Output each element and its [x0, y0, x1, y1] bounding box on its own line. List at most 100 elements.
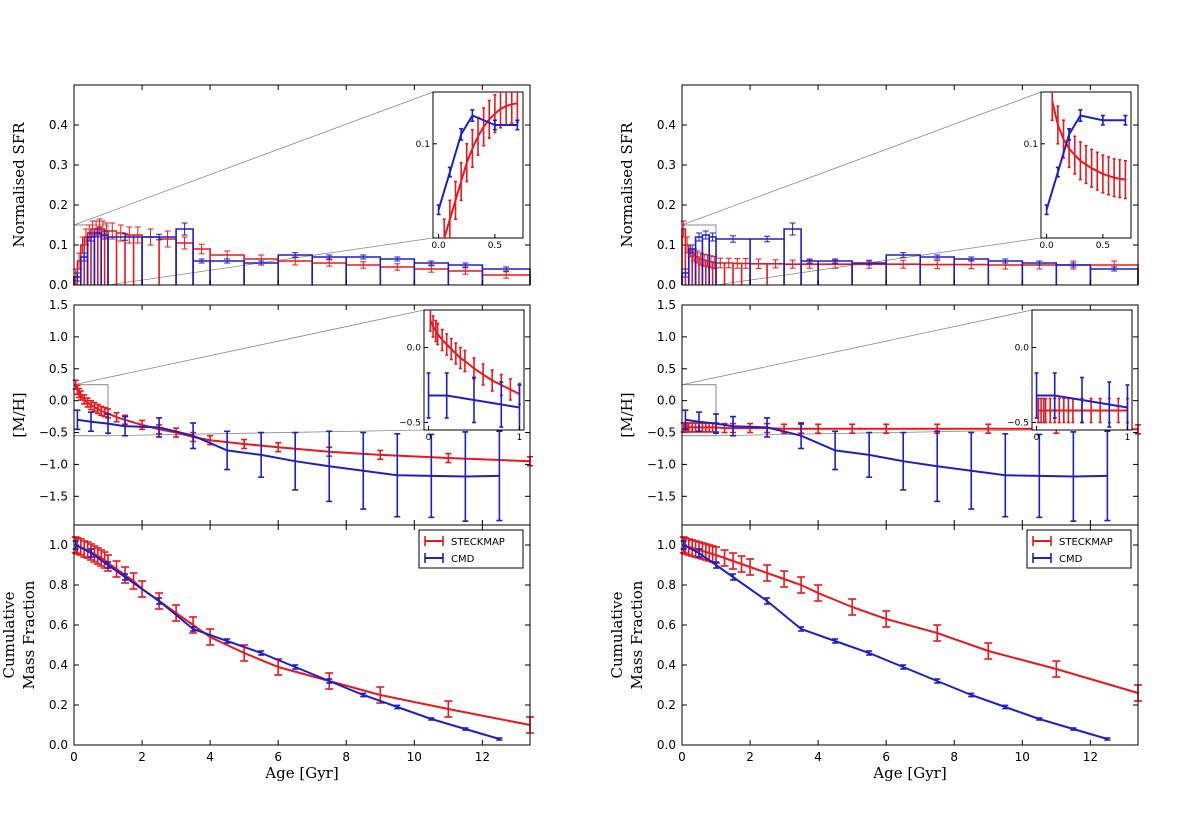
mh-ytick-label: 0.5 [49, 362, 68, 376]
mh-ytick-label: −1.5 [647, 489, 676, 503]
cmf-steckmap-line [683, 544, 1139, 694]
cmf-ylabel: Mass Fraction [628, 580, 646, 689]
legend-label: STECKMAP [1059, 537, 1113, 548]
cmf-panel: 0.0 0.2 0.4 0.6 0.8 1.0 0 2 4 6 8 10 12 Cumulative Mas… [608, 524, 1142, 764]
cmf-xtick-label: 0 [70, 750, 78, 764]
cmf-frame [681, 524, 1139, 746]
cmf-frame [73, 524, 531, 746]
sfr-inset-cmd-line [437, 114, 518, 210]
cmf-xtick-label: 12 [1083, 750, 1098, 764]
mh-inset: 0 1 0.0 −0.5 [1007, 309, 1133, 443]
cmf-panel: 0.0 0.2 0.4 0.6 0.8 1.0 0 2 4 6 8 10 12 Cumulative Mas… [0, 524, 534, 764]
mh-inset-xtick-label: 1 [1125, 433, 1131, 443]
mh-ytick-label: 0.0 [657, 394, 676, 408]
sfr-inset-xtick-label: 0.0 [1039, 241, 1054, 251]
sfr-frame [681, 84, 1139, 286]
sfr-inset-plot [436, 92, 520, 238]
mh-inset-xtick-label: 1 [517, 433, 523, 443]
cmf-ylabel: Mass Fraction [20, 580, 38, 689]
sfr-ytick-label: 0.2 [657, 198, 676, 212]
sfr-inset-xtick-label: 0.0 [431, 241, 446, 251]
legend-box [418, 529, 524, 569]
cmf-ytick-label: 0.8 [49, 578, 68, 592]
cmf-steckmap-line [75, 544, 531, 726]
chart-1: 0.0 0.1 0.2 0.3 0.4 0.0 0.5 0.1 Normalised SFR 1.… [0, 84, 534, 782]
legend-label: STECKMAP [451, 537, 505, 548]
sfr-inset-steckmap-line [443, 102, 518, 238]
cmf-ylabel: Cumulative [608, 591, 626, 678]
sfr-ytick-label: 0.0 [657, 278, 676, 292]
sfr-inset-frame [432, 91, 524, 239]
mh-zoom-connector [716, 429, 1033, 437]
cmf-xtick-label: 0 [678, 750, 686, 764]
mh-steckmap-line [683, 426, 1139, 431]
sfr-inset-steckmap-line [1051, 101, 1126, 181]
cmf-ylabel: Cumulative [0, 591, 18, 678]
sfr-ylabel: Normalised SFR [618, 122, 636, 248]
sfr-zoom-connector [681, 91, 1042, 226]
legend-label: CMD [1059, 554, 1083, 565]
sfr-inset-cmd-line [1045, 114, 1126, 210]
cmf-xtick-label: 2 [746, 750, 754, 764]
sfr-panel: 0.0 0.1 0.2 0.3 0.4 0.0 0.5 0.1 Normalised SFR [10, 84, 531, 292]
sfr-panel: 0.0 0.1 0.2 0.3 0.4 0.0 0.5 0.1 Normalised SFR [618, 84, 1139, 292]
sfr-ytick-label: 0.4 [49, 118, 68, 132]
mh-ytick-label: 1.5 [49, 298, 68, 312]
sfr-ytick-label: 0.3 [657, 158, 676, 172]
mh-panel: 1.5 1.0 0.5 0.0 −0.5 −1.0 −1.5 0 1 0.0 −0.5 [M/H] [618, 298, 1141, 526]
mh-ytick-label: −1.5 [39, 489, 68, 503]
sfr-inset-plot [1044, 92, 1128, 216]
mh-inset-plot [1034, 372, 1130, 430]
mh-zoom-connector [108, 429, 425, 437]
cmf-ytick-label: 0.0 [49, 738, 68, 752]
legend-label: CMD [451, 554, 475, 565]
cmf-xtick-label: 2 [138, 750, 146, 764]
cmf-xtick-label: 4 [206, 750, 214, 764]
x-axis-label: Age [Gyr] [264, 764, 338, 782]
cmf-ytick-label: 0.2 [49, 698, 68, 712]
cmf-cmd-line [75, 544, 500, 740]
legend-box [1026, 529, 1132, 569]
sfr-inset: 0.0 0.5 0.1 [1024, 91, 1132, 251]
cmf-ytick-label: 0.6 [49, 618, 68, 632]
cmf-ytick-label: 0.4 [657, 658, 676, 672]
mh-cmd-line [685, 418, 1108, 478]
x-axis-label: Age [Gyr] [872, 764, 946, 782]
cmf-ytick-label: 0.2 [657, 698, 676, 712]
sfr-inset: 0.0 0.5 0.1 [416, 91, 524, 251]
sfr-ytick-label: 0.3 [49, 158, 68, 172]
cmf-ytick-label: 0.0 [657, 738, 676, 752]
mh-ytick-label: −1.0 [39, 457, 68, 471]
cmf-xtick-label: 10 [1015, 750, 1030, 764]
sfr-inset-ytick-label: 0.1 [416, 140, 430, 150]
sfr-ytick-label: 0.0 [49, 278, 68, 292]
sfr-zoom-connector [107, 237, 434, 286]
sfr-inset-xtick-label: 0.5 [488, 241, 502, 251]
mh-inset-xtick-label: 0 [426, 433, 432, 443]
mh-ytick-label: 1.0 [49, 330, 68, 344]
mh-inset-plot [426, 310, 522, 430]
cmf-cmd-line [683, 544, 1108, 740]
mh-zoom-connector [73, 309, 425, 386]
cmf-xtick-label: 6 [882, 750, 890, 764]
mh-inset-cmd-line [1036, 394, 1128, 409]
sfr-ytick-label: 0.1 [657, 238, 676, 252]
cmf-xtick-label: 4 [814, 750, 822, 764]
sfr-inset-xtick-label: 0.5 [1096, 241, 1110, 251]
mh-inset-xtick-label: 0 [1034, 433, 1040, 443]
cmf-ytick-label: 1.0 [657, 538, 676, 552]
sfr-ytick-label: 0.1 [49, 238, 68, 252]
legend: STECKMAP CMD [1026, 529, 1132, 569]
sfr-inset-ytick-label: 0.1 [1024, 140, 1038, 150]
sfr-zoom-connector [73, 91, 434, 226]
mh-ytick-label: −0.5 [39, 426, 68, 440]
mh-ylabel: [M/H] [618, 392, 636, 437]
sfr-ytick-label: 0.4 [657, 118, 676, 132]
mh-inset: 0 1 0.0 −0.5 [399, 309, 525, 443]
mh-ytick-label: 0.0 [49, 394, 68, 408]
mh-panel: 1.5 1.0 0.5 0.0 −0.5 −1.0 −1.5 0 1 0.0 −0.5 [M/H] [10, 298, 533, 526]
mh-inset-cmd-line [428, 394, 520, 409]
mh-ytick-label: 1.5 [657, 298, 676, 312]
sfr-ytick-label: 0.2 [49, 198, 68, 212]
